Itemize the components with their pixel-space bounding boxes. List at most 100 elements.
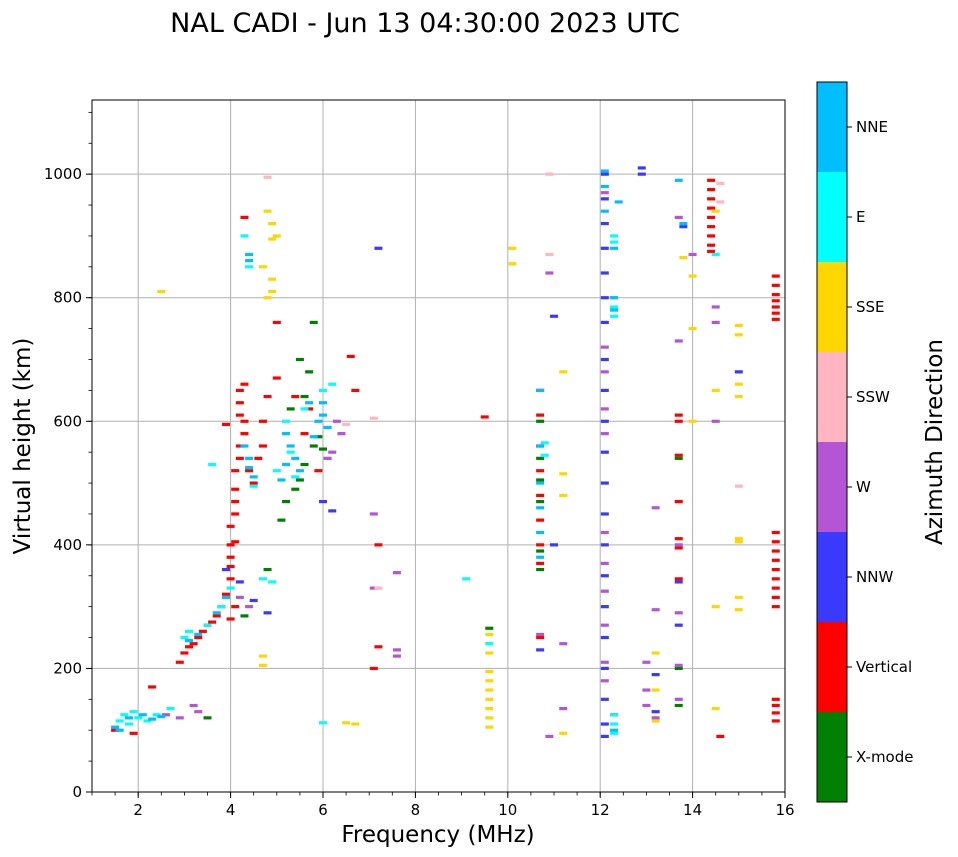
data-point-vertical [175, 660, 184, 664]
data-point-x-mode [536, 567, 545, 572]
data-point-vertical [771, 595, 780, 599]
data-point-vertical [235, 456, 244, 460]
data-point-nnw [550, 314, 558, 318]
data-point-nnw [263, 611, 272, 615]
data-point-vertical [771, 317, 780, 321]
colorbar-label: X-mode [856, 748, 913, 766]
data-point-vertical [272, 376, 281, 380]
data-point-w [161, 713, 170, 717]
data-point-nne [240, 444, 249, 448]
data-point-vertical [226, 564, 235, 569]
data-point-nnw [637, 172, 646, 176]
data-point-vertical [771, 558, 780, 562]
data-point-nne [185, 639, 194, 643]
data-point-ssw [545, 172, 554, 176]
data-point-sse [485, 697, 494, 701]
data-point-e [319, 721, 327, 725]
data-point-e [610, 314, 619, 318]
data-point-w [674, 215, 683, 219]
data-point-nne [600, 169, 609, 173]
x-tick-label: 14 [683, 801, 702, 819]
data-point-x-mode [305, 370, 314, 374]
data-point-nne [600, 209, 609, 213]
data-point-w [711, 419, 720, 423]
data-point-nne [610, 308, 619, 312]
data-point-vertical [231, 540, 240, 544]
data-point-vertical [221, 422, 230, 426]
data-point-vertical [194, 635, 203, 640]
data-point-vertical [480, 415, 489, 419]
data-point-vertical [771, 305, 780, 309]
data-point-ssw [263, 175, 272, 179]
data-point-sse [679, 255, 688, 260]
data-point-vertical [111, 728, 120, 732]
data-point-vertical [536, 469, 545, 473]
data-point-vertical [185, 645, 194, 649]
data-point-e [540, 441, 549, 445]
data-point-nnw [600, 450, 609, 454]
colorbar-label: E [856, 208, 865, 226]
data-point-x-mode [674, 666, 683, 671]
data-point-x-mode [536, 500, 545, 504]
colorbar-swatch [817, 172, 847, 262]
data-point-sse [711, 209, 720, 213]
data-point-w [545, 734, 554, 738]
data-point-sse [268, 237, 277, 241]
data-point-vertical [291, 394, 300, 399]
data-point-vertical [536, 561, 545, 565]
data-point-nnw [600, 246, 609, 250]
data-point-w [235, 595, 244, 599]
data-point-nne [245, 456, 254, 460]
data-point-nne [111, 725, 120, 729]
data-point-sse [734, 333, 743, 337]
data-point-x-mode [309, 320, 318, 325]
data-point-sse [651, 688, 660, 692]
data-point-sse [485, 725, 494, 729]
y-tick-label: 200 [53, 659, 82, 677]
data-point-ssw [369, 416, 378, 420]
data-point-sse [485, 688, 494, 692]
data-point-w [600, 660, 609, 664]
data-point-vertical [208, 620, 217, 624]
data-point-w [674, 663, 683, 667]
colorbar-label: NNW [856, 568, 893, 586]
data-point-vertical [536, 543, 545, 547]
data-point-nne [245, 259, 254, 263]
data-point-ssw [374, 586, 383, 590]
data-point-nnw [600, 271, 609, 275]
data-point-nne [249, 475, 258, 479]
data-point-e [268, 580, 277, 584]
data-point-e [134, 716, 143, 720]
data-point-sse [268, 289, 277, 294]
data-point-vertical [240, 432, 249, 436]
data-point-w [711, 320, 720, 325]
data-point-sse [268, 221, 277, 226]
x-tick-label: 10 [498, 801, 517, 819]
data-point-e [249, 484, 258, 488]
colorbar-swatch [817, 262, 847, 352]
data-point-vertical [231, 487, 240, 491]
data-point-e [245, 265, 254, 269]
y-axis-label: Virtual height (km) [10, 338, 36, 555]
data-point-sse [711, 388, 720, 392]
data-point-vertical [674, 453, 683, 457]
data-point-nnw [637, 166, 646, 170]
data-point-x-mode [674, 703, 683, 708]
data-point-x-mode [300, 462, 309, 467]
data-point-w [175, 716, 184, 720]
data-point-vertical [536, 493, 545, 498]
data-point-e [203, 623, 212, 627]
data-point-nnw [679, 225, 688, 229]
data-point-vertical [212, 614, 221, 618]
data-point-vertical [536, 413, 545, 417]
data-point-x-mode [309, 444, 318, 448]
data-point-vertical [771, 299, 780, 303]
data-point-nne [286, 444, 295, 448]
data-point-sse [263, 209, 272, 213]
data-point-x-mode [240, 614, 249, 618]
data-point-vertical [707, 197, 716, 201]
data-point-e [328, 382, 337, 386]
data-point-nne [600, 184, 609, 189]
data-point-e [240, 234, 249, 238]
data-point-nnw [600, 419, 609, 423]
